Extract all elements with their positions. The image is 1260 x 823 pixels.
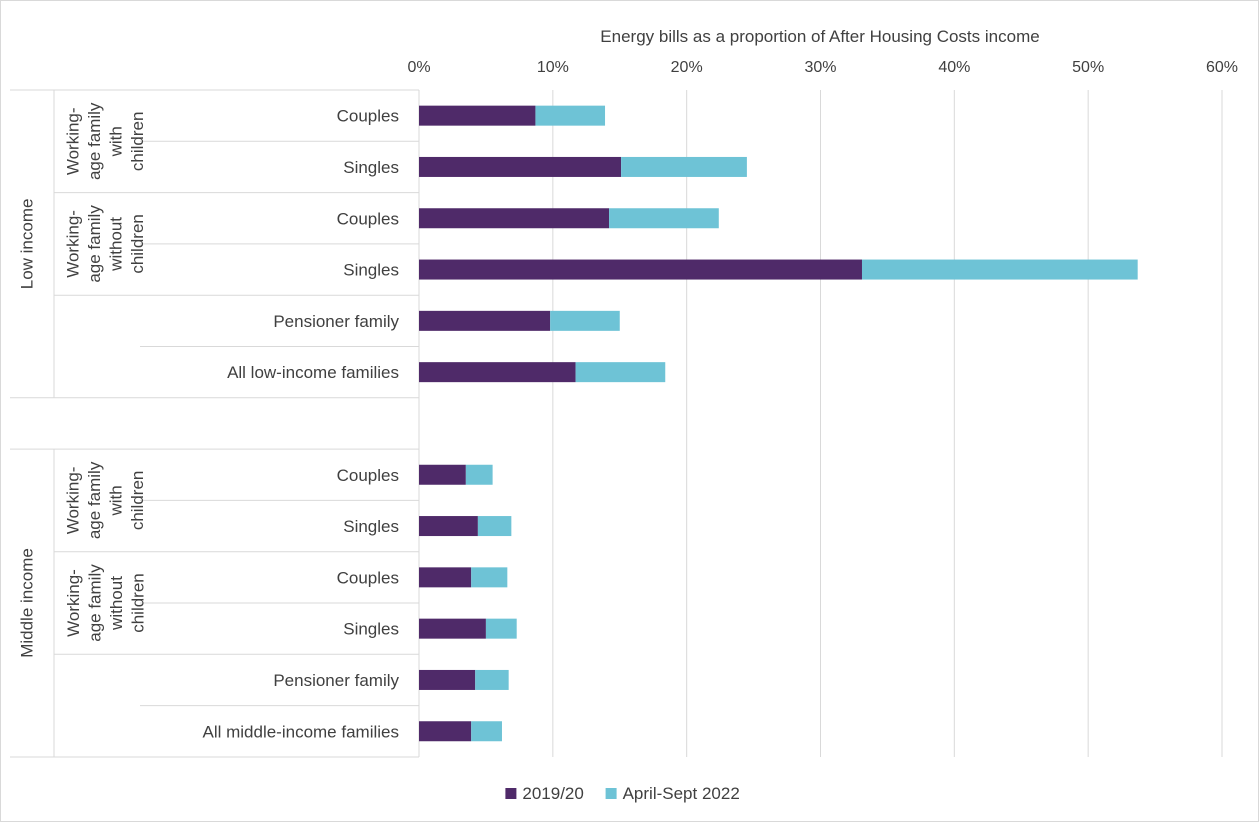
group-label: Middle income [18,548,37,658]
bar-segment [419,516,478,537]
row-label: Singles [343,158,399,177]
subgroup-label-line: with [107,126,126,157]
subgroup-label-line: age family [85,461,104,539]
row-label: Couples [337,107,399,126]
subgroup-label-line: Working- [64,210,83,278]
subgroup-label-line: with [107,485,126,516]
x-tick-label: 20% [671,59,703,76]
x-tick-labels: 0% 10% 20% 30% 40% 50% 60% [407,59,1238,76]
gridlines [418,90,1223,757]
row-label: All low-income families [227,363,399,382]
x-tick-label: 10% [537,59,569,76]
bar-segment [465,464,493,485]
legend-label: April-Sept 2022 [623,784,740,803]
bar-segment [419,464,466,485]
subgroup-label-line: children [128,112,147,172]
bar-segment [419,156,622,177]
bar-segment [419,721,472,742]
legend-swatch [605,788,617,799]
subgroup-label-line: children [128,214,147,274]
bar-segment [621,156,747,177]
bar-segment [419,362,576,383]
bar-segment [609,208,719,229]
row-label: All middle-income families [202,722,399,741]
subgroup-label-line: without [107,576,126,631]
subgroup-label: Working-age family with children [64,102,148,180]
subgroup-label-line: children [128,573,147,633]
x-axis-title: Energy bills as a proportion of After Ho… [600,27,1039,46]
x-tick-label: 60% [1206,59,1238,76]
row-label: Singles [343,517,399,536]
x-tick-label: 0% [407,59,430,76]
legend-label: 2019/20 [522,784,583,803]
subgroup-label: Working-age family without children [64,205,148,283]
subgroup-label-line: children [128,471,147,531]
group-label: Low income [18,199,37,290]
row-labels: Couples Singles Couples Singles Pensioner fa… [202,107,399,742]
subgroup-label-line: age family [85,205,104,283]
subgroup-label-line: Working- [64,467,83,535]
subgroup-label-line: Working- [64,107,83,175]
x-tick-label: 40% [938,59,970,76]
bar-segment [419,310,551,331]
bar-segment [550,310,620,331]
category-separators [10,89,420,758]
legend-swatch [505,788,517,799]
subgroup-label-line: age family [85,564,104,642]
row-label: Singles [343,620,399,639]
bar-segment [861,259,1138,280]
bar-segment [471,567,508,588]
bar-segment [419,567,472,588]
bar-segment [471,721,502,742]
subgroup-label: Working-age family with children [64,461,148,539]
row-label: Pensioner family [273,312,399,331]
bar-segment [419,105,536,126]
bar-segment [419,208,610,229]
bar-segment [419,259,862,280]
legend: 2019/20 April-Sept 2022 [505,784,740,803]
group-labels: Low income Middle income [18,199,37,658]
bar-segment [477,516,512,537]
bar-segment [575,362,666,383]
subgroup-label-line: Working- [64,569,83,637]
row-label: Couples [337,466,399,485]
x-tick-label: 30% [804,59,836,76]
row-label: Couples [337,209,399,228]
bar-segment [475,669,509,690]
bar-segment [535,105,606,126]
subgroup-labels: Working-age family with childrenWorking-ag… [64,102,148,642]
subgroup-label-line: without [107,217,126,272]
bar-segment [419,669,476,690]
x-tick-label: 50% [1072,59,1104,76]
row-label: Couples [337,568,399,587]
subgroup-label-line: age family [85,102,104,180]
row-label: Pensioner family [273,671,399,690]
bar-segment [419,618,486,639]
bar-segment [485,618,517,639]
bars [419,105,1138,742]
row-label: Singles [343,261,399,280]
subgroup-label: Working-age family without children [64,564,148,642]
